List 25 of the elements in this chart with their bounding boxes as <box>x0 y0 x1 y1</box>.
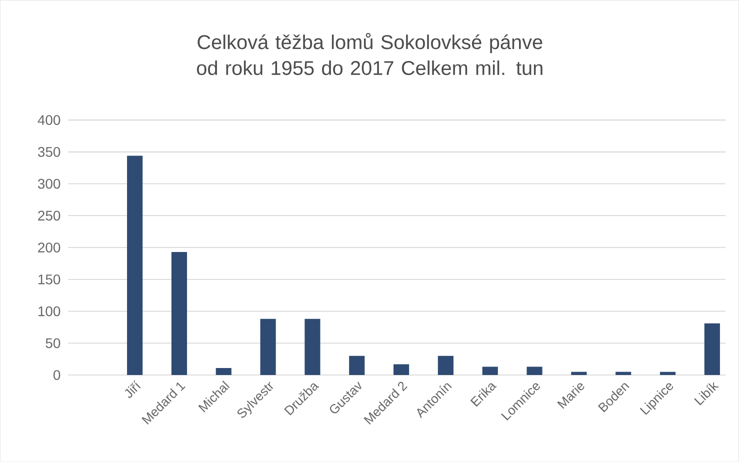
bar <box>660 372 676 375</box>
y-tick-label: 0 <box>53 370 60 380</box>
y-tick-label: 400 <box>38 115 60 125</box>
bar <box>482 366 498 375</box>
y-tick-label: 150 <box>38 274 60 284</box>
y-tick-label: 350 <box>38 146 60 157</box>
y-tick-label: 100 <box>38 306 60 316</box>
bar <box>438 356 454 375</box>
bar <box>526 366 542 375</box>
chart-title: Celková těžba lomů Sokolovksé pánve od roku 1955 do 2017 Celkem mil. tun <box>196 32 542 75</box>
y-tick-label: 50 <box>46 338 60 348</box>
bar <box>127 156 143 375</box>
y-tick-label: 200 <box>38 242 60 252</box>
bar <box>393 364 410 375</box>
x-tick-label: Jiří <box>124 380 141 398</box>
bar <box>616 372 632 375</box>
bar <box>704 323 720 375</box>
y-tick-label: 300 <box>38 178 60 189</box>
bar <box>216 368 232 375</box>
bar <box>304 318 320 375</box>
bar <box>260 318 276 375</box>
bar <box>349 356 365 375</box>
bar <box>571 372 587 375</box>
y-tick-label: 250 <box>38 210 60 221</box>
bar <box>171 252 188 375</box>
